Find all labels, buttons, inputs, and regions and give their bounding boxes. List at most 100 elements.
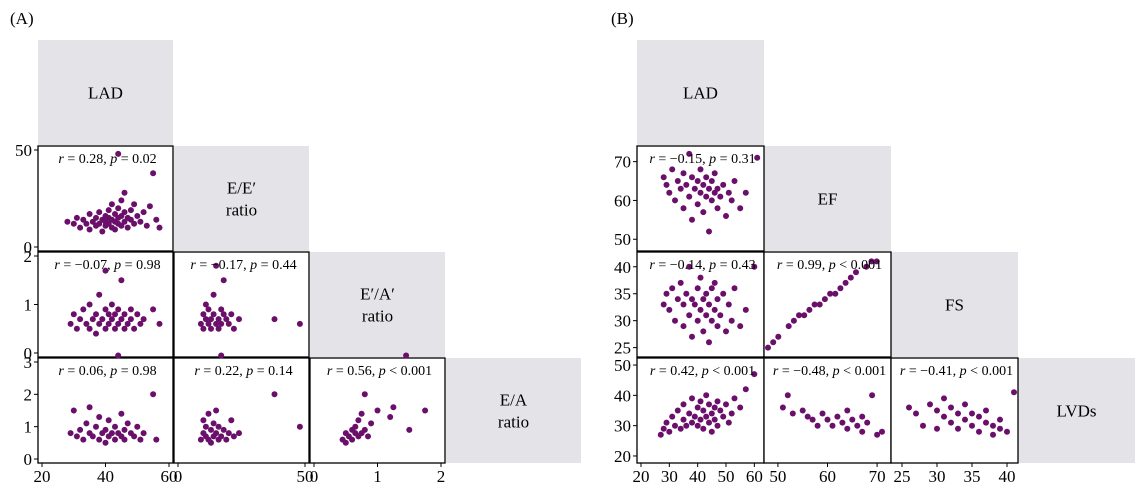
scatter-cell: r = 0.42, p < 0.001 20 30 40 50 xyxy=(614,356,765,466)
data-point xyxy=(976,428,982,435)
data-point xyxy=(99,316,106,323)
data-point xyxy=(842,279,849,286)
data-point xyxy=(680,323,687,330)
data-point xyxy=(990,431,996,438)
data-point xyxy=(112,436,118,443)
y-tick-label: 1 xyxy=(24,418,33,437)
data-point xyxy=(754,154,761,161)
data-point xyxy=(708,428,715,435)
data-point xyxy=(816,301,823,308)
data-point xyxy=(115,306,122,313)
data-point xyxy=(913,410,919,417)
data-point xyxy=(218,306,225,313)
data-point xyxy=(220,426,227,433)
data-point xyxy=(387,414,394,420)
data-point xyxy=(365,433,371,440)
data-point xyxy=(86,226,93,233)
y-tick-label: 0 xyxy=(24,344,33,363)
correlation-annotation: r = −0.07, p = 0.98 xyxy=(54,258,160,273)
data-point xyxy=(728,197,735,204)
data-point xyxy=(105,320,112,327)
data-point xyxy=(674,407,681,414)
data-point xyxy=(137,436,144,443)
data-point xyxy=(83,320,90,327)
data-point xyxy=(859,413,866,420)
data-point xyxy=(691,185,698,192)
data-point xyxy=(213,407,220,414)
data-point xyxy=(691,413,698,420)
data-point xyxy=(689,395,695,402)
data-point xyxy=(77,316,84,323)
data-point xyxy=(697,306,704,313)
x-tick-label: 25 xyxy=(894,467,911,486)
data-point xyxy=(215,316,222,323)
data-point xyxy=(361,391,368,398)
cell-frame xyxy=(173,251,310,358)
data-point xyxy=(864,419,871,426)
data-point xyxy=(694,201,701,208)
data-point xyxy=(228,311,235,318)
y-tick-label: 25 xyxy=(614,339,631,358)
variable-label: LVDs xyxy=(1057,402,1097,421)
data-point xyxy=(134,213,141,219)
data-point xyxy=(955,410,961,417)
data-point xyxy=(677,185,684,192)
scatter-cell: r = −0.14, p = 0.43 25 30 35 40 xyxy=(614,251,765,358)
variable-label: E/E′ xyxy=(227,179,256,198)
data-point xyxy=(121,209,128,216)
data-point xyxy=(799,407,806,414)
x-tick-label: 40 xyxy=(999,467,1016,486)
data-point xyxy=(689,419,695,426)
y-tick-label: 30 xyxy=(614,312,631,331)
data-point xyxy=(697,416,704,423)
scatter-cell: r = −0.41, p < 0.001 xyxy=(890,357,1019,464)
y-tick-label: 60 xyxy=(614,191,631,210)
data-point xyxy=(997,425,1003,432)
data-point xyxy=(723,213,729,219)
data-point xyxy=(102,306,109,313)
data-point xyxy=(700,328,707,335)
data-point xyxy=(131,433,138,440)
correlation-annotation: r = −0.14, p = 0.43 xyxy=(649,258,755,273)
data-point xyxy=(342,439,349,446)
data-point xyxy=(927,401,933,408)
variable-label-box xyxy=(637,40,764,145)
x-tick-label: 20 xyxy=(633,467,650,486)
data-point xyxy=(742,189,749,196)
data-point xyxy=(997,416,1003,423)
data-point xyxy=(150,306,157,313)
data-point xyxy=(134,311,141,318)
y-tick-label: 1 xyxy=(24,296,33,315)
data-point xyxy=(406,426,413,433)
data-point xyxy=(202,423,209,430)
data-point xyxy=(779,404,786,411)
data-point xyxy=(737,205,744,212)
data-point xyxy=(108,301,115,308)
data-point xyxy=(821,296,828,303)
data-point xyxy=(955,425,961,432)
data-point xyxy=(121,436,128,443)
data-point xyxy=(714,398,721,405)
x-tick-label: 60 xyxy=(819,467,836,486)
data-point xyxy=(854,422,861,429)
data-point xyxy=(962,416,968,423)
data-point xyxy=(689,333,695,340)
data-point xyxy=(228,417,235,424)
data-point xyxy=(731,178,738,184)
data-point xyxy=(790,317,797,324)
data-point xyxy=(711,306,718,313)
data-point xyxy=(127,316,134,323)
data-point xyxy=(837,285,844,292)
data-point xyxy=(770,339,777,346)
x-tick-label: 50 xyxy=(297,467,314,486)
y-tick-label: 20 xyxy=(614,447,631,466)
data-point xyxy=(67,320,74,327)
data-point xyxy=(118,277,125,284)
data-point xyxy=(677,279,684,286)
data-point xyxy=(720,413,727,420)
data-point xyxy=(124,320,131,327)
data-point xyxy=(708,197,715,204)
data-point xyxy=(108,201,115,208)
y-tick-label: 40 xyxy=(614,386,631,405)
